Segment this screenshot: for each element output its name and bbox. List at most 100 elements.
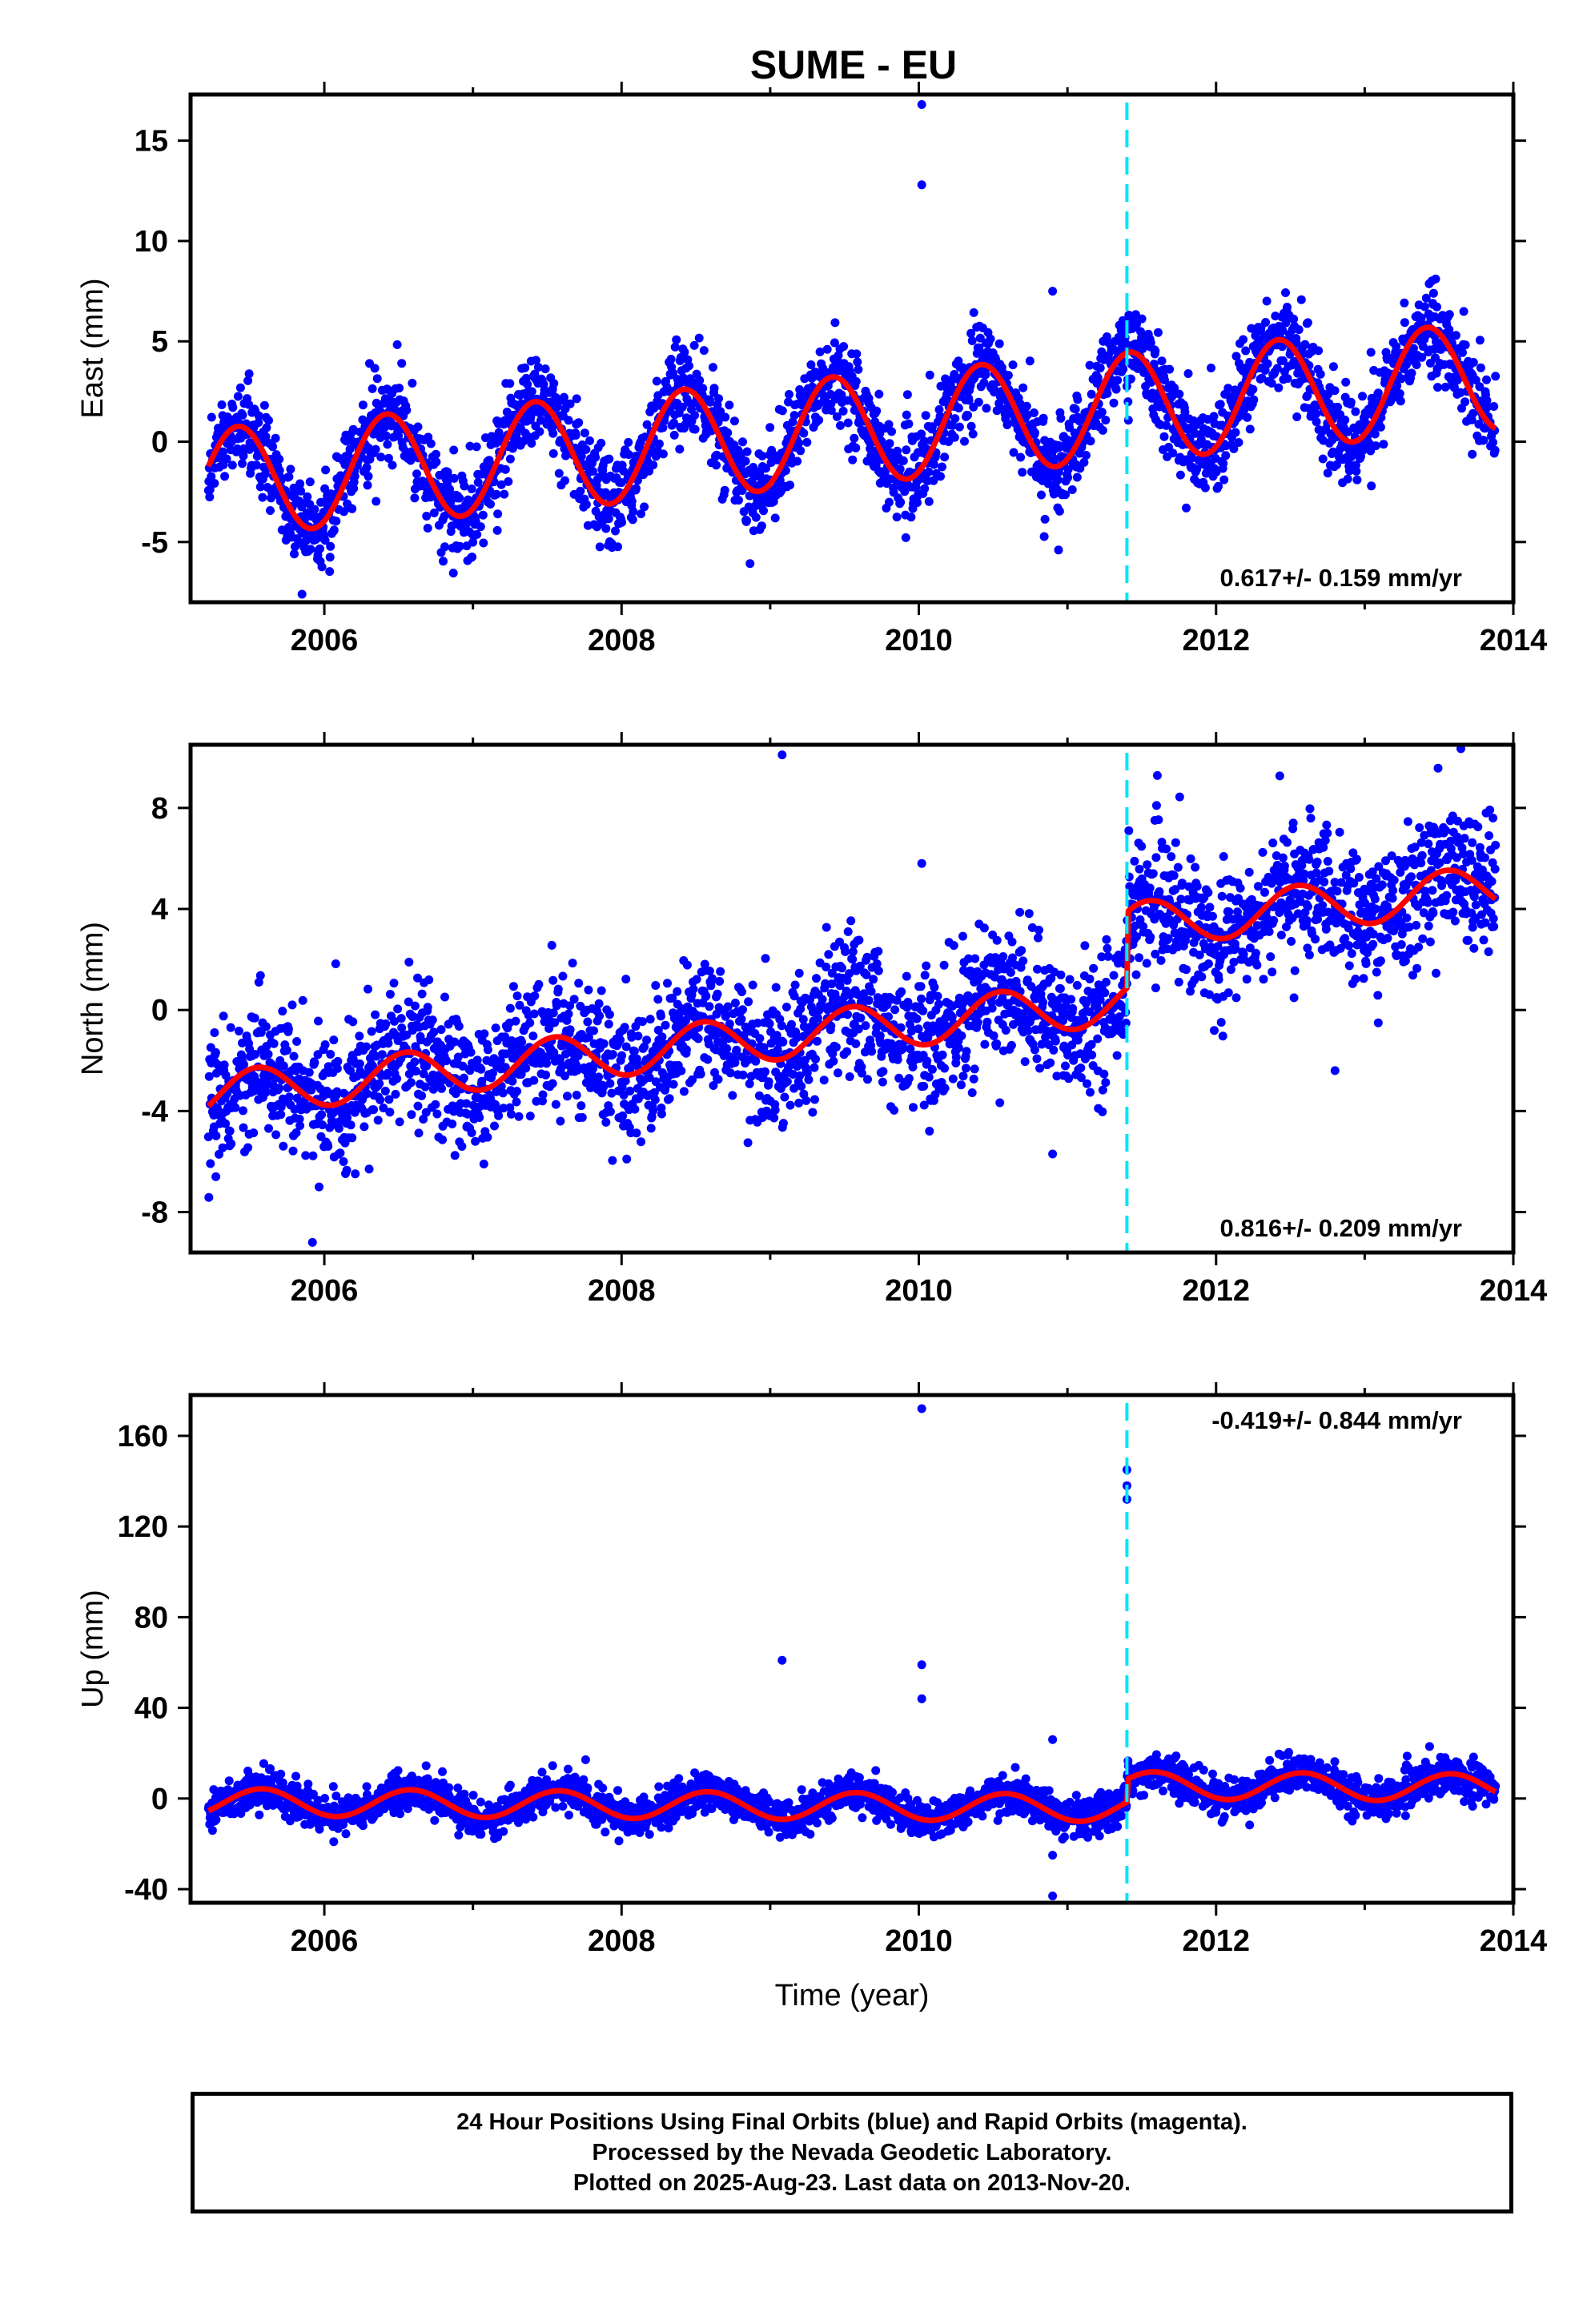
north-point	[998, 952, 1008, 961]
east-point	[948, 420, 958, 430]
east-point	[666, 355, 676, 364]
east-point	[723, 428, 733, 437]
north-point	[490, 1121, 499, 1131]
east-point	[940, 452, 950, 462]
east-point	[837, 390, 846, 400]
east-point	[1392, 381, 1402, 391]
east-point	[1061, 490, 1070, 500]
north-point	[621, 1076, 630, 1086]
north-point	[335, 1148, 345, 1158]
north-point	[564, 1009, 573, 1019]
north-point	[465, 1066, 475, 1076]
east-point	[465, 441, 475, 451]
x-tick-label: 2010	[885, 624, 953, 657]
north-point	[384, 1095, 394, 1104]
north-point	[751, 1056, 761, 1066]
east-point	[370, 364, 380, 373]
east-point	[527, 387, 536, 396]
east-point	[505, 454, 515, 464]
north-point	[1167, 852, 1176, 862]
east-point	[468, 553, 477, 561]
east-outlier-point	[917, 180, 926, 190]
east-point	[1420, 302, 1429, 312]
east-point	[408, 379, 417, 388]
east-point	[228, 403, 238, 412]
east-point	[832, 412, 842, 421]
east-point	[476, 522, 485, 532]
east-point	[591, 452, 601, 462]
east-point	[742, 516, 752, 525]
north-point	[764, 1077, 773, 1087]
east-point	[925, 370, 934, 380]
east-point	[1151, 346, 1160, 356]
east-point	[685, 361, 693, 371]
north-point	[780, 1092, 789, 1102]
north-point	[391, 1089, 400, 1099]
east-point	[1081, 451, 1091, 460]
north-point	[462, 1099, 471, 1108]
north-point	[393, 1004, 403, 1014]
north-point	[410, 1057, 420, 1067]
north-point	[909, 1103, 918, 1112]
east-point	[1440, 382, 1450, 392]
north-point	[239, 1123, 248, 1132]
north-point	[701, 991, 711, 1001]
east-point	[695, 376, 705, 385]
east-point	[243, 376, 253, 385]
north-point	[1034, 933, 1043, 943]
north-point	[284, 1092, 294, 1102]
east-point	[709, 384, 719, 393]
east-point	[981, 370, 990, 380]
east-point	[670, 342, 680, 352]
east-point	[1294, 325, 1304, 335]
east-point	[1126, 374, 1135, 384]
north-point	[397, 1023, 407, 1032]
north-point	[1171, 838, 1180, 847]
east-point	[1303, 318, 1312, 328]
east-point	[893, 446, 902, 456]
east-point	[826, 406, 836, 415]
north-point	[419, 1069, 428, 1079]
east-point	[496, 480, 506, 489]
north-point	[967, 1088, 977, 1097]
north-point	[645, 1015, 655, 1024]
north-point	[642, 1035, 652, 1045]
east-point	[548, 448, 558, 458]
north-point	[343, 1113, 352, 1123]
north-point	[914, 1024, 923, 1034]
north-point	[496, 1055, 505, 1065]
north-point	[705, 967, 714, 975]
north-point	[283, 1024, 293, 1034]
north-point	[475, 1113, 484, 1122]
east-point	[1018, 383, 1028, 392]
y-tick-label: 5	[151, 325, 168, 359]
x-tick-label: 2012	[1182, 624, 1250, 657]
east-point	[1267, 379, 1276, 388]
north-point	[534, 979, 544, 989]
east-point	[1432, 302, 1441, 312]
north-point	[389, 979, 399, 988]
north-point	[210, 1028, 219, 1037]
north-point	[620, 1023, 629, 1032]
north-point	[480, 1029, 489, 1039]
north-point	[1154, 815, 1163, 825]
east-point	[781, 466, 790, 476]
east-point	[315, 544, 324, 553]
north-point	[369, 1105, 379, 1115]
north-point	[204, 1072, 214, 1081]
y-tick-label: 10	[135, 225, 168, 259]
east-point	[1351, 407, 1360, 416]
east-point	[1160, 376, 1169, 385]
north-point	[1137, 842, 1147, 851]
north-point	[669, 1080, 678, 1089]
east-point	[830, 338, 839, 348]
east-point	[426, 439, 436, 448]
east-point	[898, 456, 908, 465]
north-point	[287, 1000, 297, 1010]
east-point	[815, 347, 825, 356]
east-point	[1097, 347, 1107, 356]
north-point	[413, 1101, 423, 1111]
east-point	[1460, 397, 1470, 407]
